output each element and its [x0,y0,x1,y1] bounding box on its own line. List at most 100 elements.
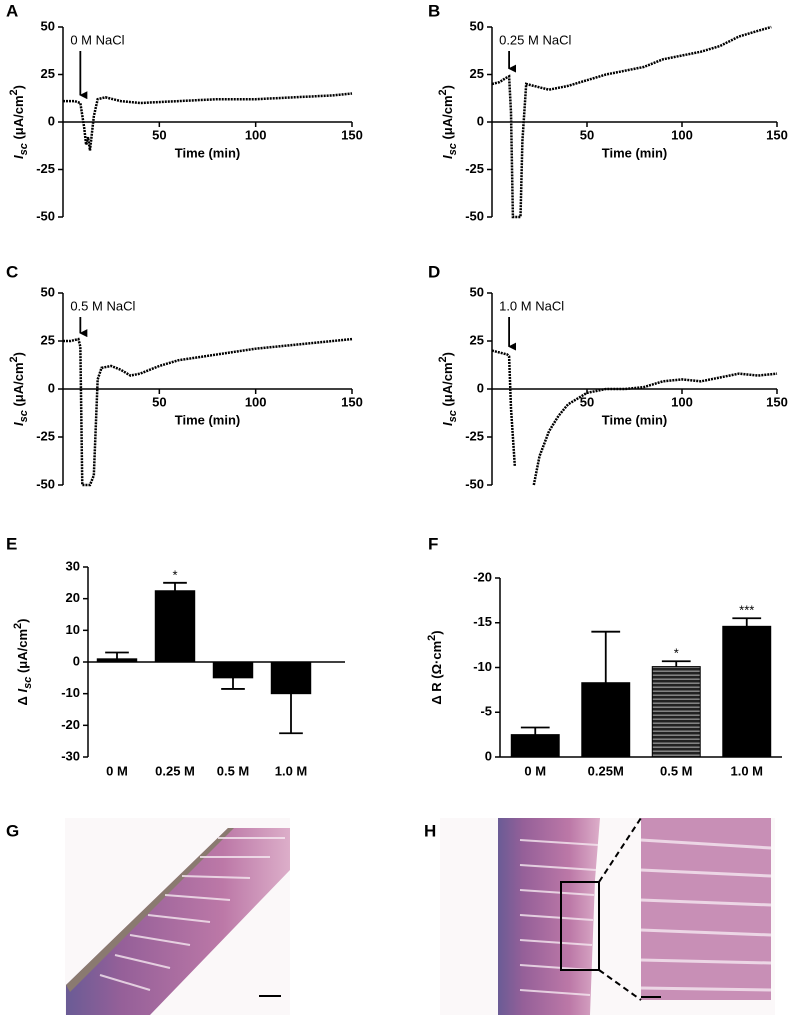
x-tick-label: 1.0 M [730,763,763,778]
y-axis-label-part: ) [11,85,26,89]
x-tick-label: 50 [580,127,594,142]
x-tick-label: 0 M [524,763,546,778]
x-tick-label: 0 M [106,763,128,778]
annotation: 0.5 M NaCl [70,298,135,313]
panel-letter: G [6,821,19,840]
y-axis-label-part: sc [447,143,459,155]
bar [581,682,631,758]
y-tick-label: 25 [470,332,484,347]
histology-g [65,818,290,1015]
y-axis-label-part: I [15,689,30,693]
trace [532,372,778,486]
y-tick-label: 0 [48,380,55,395]
x-axis-label: Time (min) [602,412,668,427]
panel-letter: H [424,821,436,840]
y-tick-label: 0 [477,380,484,395]
y-tick-label: -50 [36,476,55,491]
y-axis-label-part: sc [18,410,30,422]
y-axis-label-part: ) [440,85,455,89]
y-tick-label: -25 [36,161,55,176]
y-axis-label-part: sc [447,410,459,422]
x-tick-label: 50 [152,394,166,409]
y-tick-label: -50 [465,208,484,223]
y-tick-label: 50 [470,18,484,33]
y-tick-label: -10 [61,685,80,700]
annotation: 1.0 M NaCl [499,298,564,313]
y-axis-label-part: 2 [437,356,449,362]
x-tick-label: 150 [766,394,788,409]
annotation: 0.25 M NaCl [499,32,571,47]
y-tick-label: 0 [477,113,484,128]
x-tick-label: 100 [671,394,693,409]
y-axis-label-part: Δ [15,693,30,706]
x-axis-label: Time (min) [175,412,241,427]
panel-letter: F [428,534,438,553]
y-tick-label: 50 [41,18,55,33]
significance: * [674,646,679,661]
bar [270,661,312,695]
trace [491,25,772,219]
panel-letter: E [6,534,17,553]
y-axis-label-part: (μA/cm [11,362,26,410]
y-axis-label-part: ) [429,630,444,634]
y-axis-label: Δ Isc (μA/cm2) [12,619,34,706]
y-tick-label: -25 [465,161,484,176]
y-axis-label-part: sc [22,677,34,689]
panel-letter: C [6,262,18,281]
y-axis-label-part: (μA/cm [440,362,455,410]
y-tick-label: 10 [66,622,80,637]
x-tick-label: 1.0 M [275,763,308,778]
annotation: 0 M NaCl [70,32,124,47]
y-axis-label-part: I [11,422,26,426]
x-tick-label: 50 [580,394,594,409]
y-axis-label-part: (μA/cm [11,95,26,143]
bar [154,590,196,663]
bar [96,658,138,663]
y-axis-label-part: ) [15,619,30,623]
bar [212,661,254,679]
x-tick-label: 0.25 M [155,763,195,778]
y-axis-label: Δ R (Ω·cm2) [426,630,445,704]
significance: * [172,567,177,582]
y-axis-label: Isc (μA/cm2) [437,85,459,159]
y-axis-label-part: I [440,155,455,159]
y-tick-label: -25 [36,428,55,443]
x-tick-label: 150 [766,127,788,142]
trace [63,92,353,151]
y-axis-label-part: (μA/cm [440,95,455,143]
y-axis-label-part: sc [18,143,30,155]
y-tick-label: 30 [66,558,80,573]
y-axis-label-part: ) [11,352,26,356]
y-tick-label: -50 [36,208,55,223]
y-tick-label: 0 [48,113,55,128]
y-tick-label: 50 [41,284,55,299]
y-tick-label: -25 [465,428,484,443]
panel-letter: B [428,1,440,20]
bar [722,625,772,758]
x-tick-label: 100 [245,127,267,142]
y-axis-label-part: (μA/cm [15,629,30,677]
significance: *** [739,603,754,618]
x-axis-label: Time (min) [602,145,668,160]
x-tick-label: 150 [341,394,363,409]
y-tick-label: -50 [465,476,484,491]
x-tick-label: 0.25M [588,763,624,778]
y-tick-label: -30 [61,748,80,763]
y-tick-label: 0 [485,748,492,763]
trace [491,349,517,466]
x-tick-label: 50 [152,127,166,142]
y-axis-label-part: I [11,155,26,159]
y-tick-label: -10 [473,659,492,674]
x-tick-label: 150 [341,127,363,142]
y-axis-label: Isc (μA/cm2) [8,352,30,426]
y-tick-label: 0 [73,653,80,668]
y-tick-label: -20 [473,569,492,584]
y-axis-label-part: 2 [426,635,438,641]
y-tick-label: 25 [41,66,55,81]
y-axis-label-part: I [440,422,455,426]
x-tick-label: 0.5 M [217,763,250,778]
y-axis-label: Isc (μA/cm2) [437,352,459,426]
panel-letter: D [428,262,440,281]
x-axis-label: Time (min) [175,145,241,160]
